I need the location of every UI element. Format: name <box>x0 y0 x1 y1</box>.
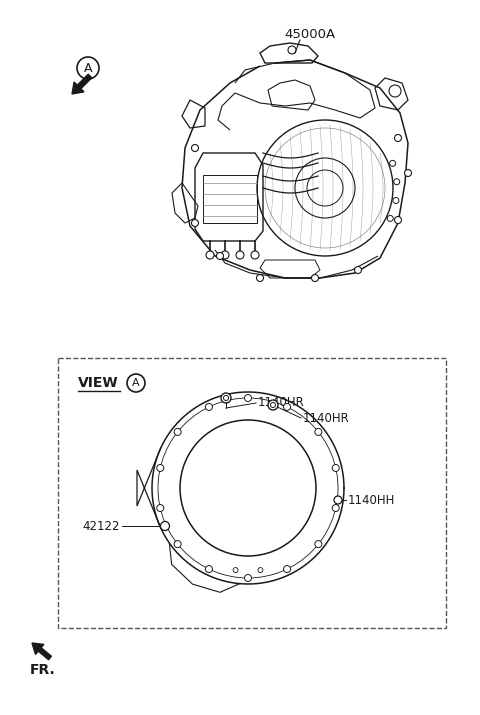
Circle shape <box>236 251 244 259</box>
Circle shape <box>395 217 401 224</box>
Circle shape <box>256 275 264 282</box>
Text: 45000A: 45000A <box>285 29 336 41</box>
Circle shape <box>205 566 213 573</box>
Circle shape <box>174 541 181 548</box>
Circle shape <box>387 215 393 222</box>
Circle shape <box>206 251 214 259</box>
Circle shape <box>192 144 199 152</box>
Circle shape <box>244 574 252 581</box>
Circle shape <box>160 521 169 531</box>
Circle shape <box>157 465 164 471</box>
Text: 1140HR: 1140HR <box>303 412 350 425</box>
Circle shape <box>332 505 339 511</box>
Text: 1140HH: 1140HH <box>348 493 396 506</box>
Text: A: A <box>132 378 140 388</box>
Circle shape <box>355 267 361 274</box>
Circle shape <box>284 403 290 410</box>
Circle shape <box>312 275 319 282</box>
Circle shape <box>332 465 339 471</box>
Circle shape <box>258 568 263 573</box>
Circle shape <box>395 134 401 142</box>
Circle shape <box>233 568 238 573</box>
Circle shape <box>216 252 224 260</box>
Circle shape <box>405 169 411 177</box>
Circle shape <box>174 428 181 435</box>
Circle shape <box>315 541 322 548</box>
Text: 1140HR: 1140HR <box>258 397 305 410</box>
Text: FR.: FR. <box>30 663 56 677</box>
Circle shape <box>192 220 199 227</box>
Circle shape <box>251 251 259 259</box>
Circle shape <box>268 400 278 410</box>
Circle shape <box>244 395 252 402</box>
Circle shape <box>394 179 400 184</box>
Text: 42122: 42122 <box>83 520 120 533</box>
Circle shape <box>334 496 342 504</box>
Circle shape <box>390 160 396 167</box>
Circle shape <box>221 393 231 403</box>
Circle shape <box>315 428 322 435</box>
FancyArrow shape <box>32 643 51 660</box>
Circle shape <box>393 197 399 204</box>
Circle shape <box>284 566 290 573</box>
Circle shape <box>221 251 229 259</box>
Circle shape <box>157 505 164 511</box>
Bar <box>58 358 446 628</box>
FancyArrow shape <box>72 74 92 94</box>
Circle shape <box>205 403 213 410</box>
Text: VIEW: VIEW <box>78 376 119 390</box>
Text: A: A <box>84 61 92 74</box>
